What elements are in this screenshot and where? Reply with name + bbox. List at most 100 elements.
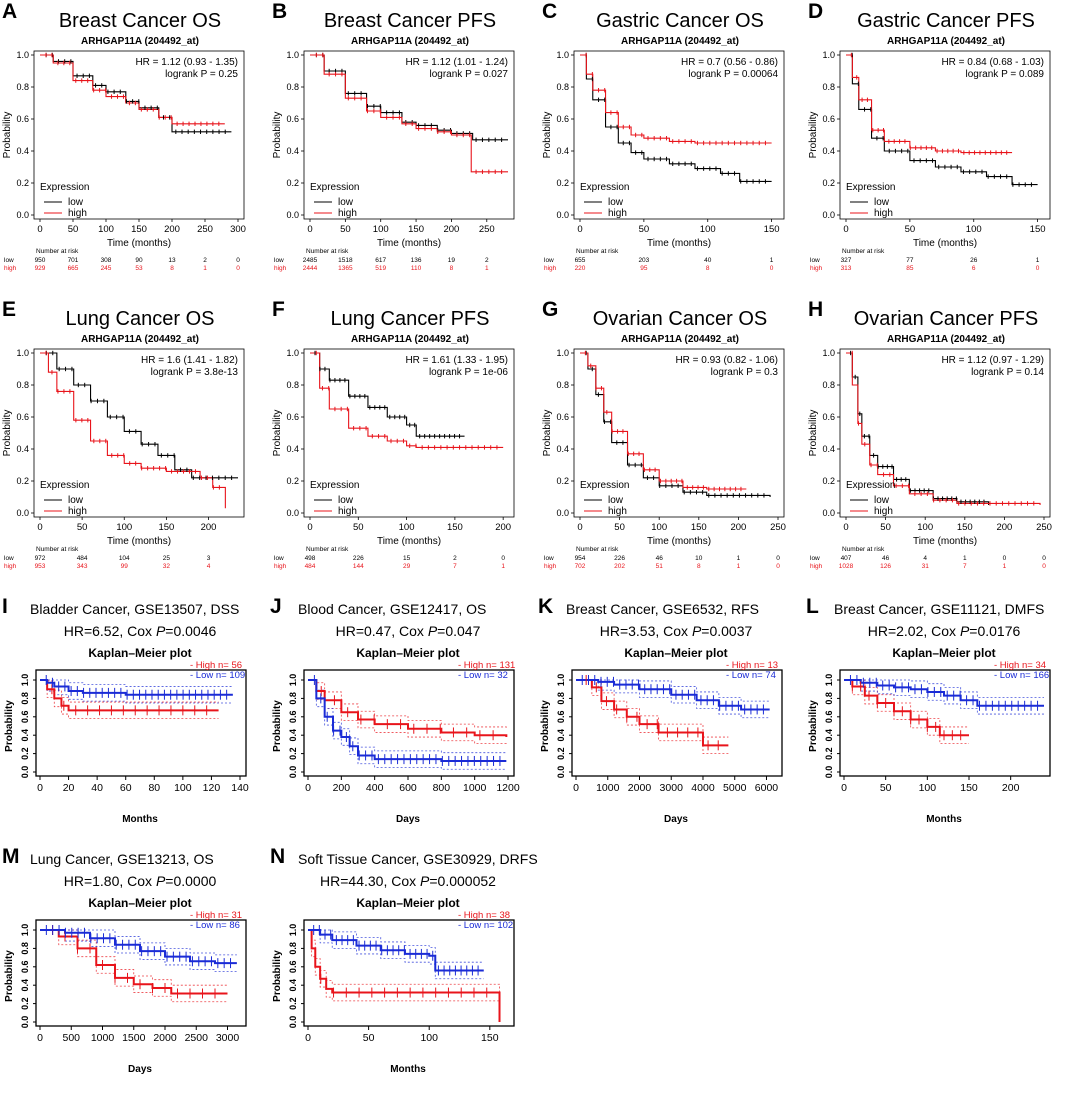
- x-axis-label: Time (months): [913, 238, 977, 249]
- risk-low-label: low: [544, 555, 554, 562]
- risk-high-value: 85: [906, 265, 914, 272]
- risk-low-label: low: [4, 257, 14, 264]
- chart-title: Breast Cancer, GSE6532, RFS: [566, 601, 759, 617]
- panel-letter: M: [2, 845, 20, 868]
- y-axis-label: Probability: [2, 410, 13, 457]
- risk-low-label: low: [544, 257, 554, 264]
- risk-high-value: 110: [411, 265, 422, 272]
- risk-low-value: 2: [485, 257, 489, 264]
- x-tick-label: 200: [164, 224, 180, 235]
- y-tick-label: 0.4: [20, 729, 30, 742]
- risk-low-value: 3: [207, 555, 211, 562]
- y-tick-label: 0.6: [20, 711, 30, 724]
- legend-high: - High n= 34: [994, 660, 1046, 671]
- x-tick-label: 150: [957, 522, 973, 533]
- legend-low: - Low n= 86: [190, 920, 240, 931]
- x-axis-label: Months: [122, 814, 158, 825]
- legend-high-label: high: [338, 506, 357, 517]
- legend-high-label: high: [874, 506, 893, 517]
- risk-high-value: 8: [170, 265, 174, 272]
- x-tick-label: 40: [91, 782, 103, 794]
- legend-low: - Low n= 102: [458, 920, 513, 931]
- x-tick-label: 150: [764, 224, 780, 235]
- logrank-text: logrank P = 3.8e-13: [151, 367, 239, 378]
- km-chart-svg: Lung Cancer, GSE13213, OS HR=1.80, Cox P=…: [4, 851, 247, 1075]
- legend-high-label: high: [68, 208, 87, 219]
- panel-letter: K: [538, 595, 554, 618]
- ci-band: [308, 679, 507, 729]
- low-curve: [576, 679, 770, 711]
- risk-high-value: 202: [614, 563, 625, 570]
- y-tick-label: 0.0: [16, 210, 29, 220]
- y-tick-label: 0.6: [16, 412, 29, 422]
- low-curve: [308, 929, 484, 972]
- risk-high-label: high: [544, 265, 557, 272]
- y-tick-label: 0.4: [16, 146, 29, 156]
- x-axis-label: Time (months): [377, 238, 441, 249]
- plot-frame: [303, 919, 515, 1027]
- high-curve: [310, 352, 504, 448]
- hr-cox-prefix: HR=3.53, Cox: [600, 623, 692, 639]
- y-tick-label: 0.8: [286, 380, 299, 390]
- risk-low-value: 950: [35, 257, 46, 264]
- risk-low-value: 25: [163, 555, 171, 562]
- risk-low-value: 1518: [338, 257, 353, 264]
- risk-high-value: 665: [68, 265, 79, 272]
- cox-p-letter: P: [156, 873, 166, 889]
- y-tick-label: 0.2: [16, 476, 29, 486]
- km-chart-svg: Lung Cancer PFS ARHGAP11A (204492_at) 0.0 0…: [272, 308, 515, 570]
- ci-band: [308, 929, 500, 1022]
- legend-low: - Low n= 32: [458, 670, 508, 681]
- x-tick-label: 20: [63, 782, 75, 794]
- number-at-risk-label: Number at risk: [576, 546, 619, 553]
- low-curve: [40, 679, 233, 696]
- cox-p-value: =0.000052: [429, 873, 496, 889]
- plot-title: Kaplan–Meier plot: [356, 646, 459, 660]
- x-tick-label: 50: [363, 1032, 375, 1044]
- y-tick-label: 0.2: [16, 178, 29, 188]
- km-chart-svg: Soft Tissue Cancer, GSE30929, DRFS HR=44.…: [272, 851, 538, 1075]
- hr-cox-prefix: HR=1.80, Cox: [64, 873, 156, 889]
- y-tick-label: 0.6: [556, 412, 569, 422]
- km-panel-d: D Gastric Cancer PFS ARHGAP11A (204492_at)…: [806, 0, 1070, 290]
- plot-frame: [303, 669, 515, 777]
- risk-high-value: 32: [163, 563, 171, 570]
- number-at-risk-label: Number at risk: [36, 546, 79, 553]
- km-chart-svg: Gastric Cancer PFS ARHGAP11A (204492_at) 0…: [808, 10, 1051, 272]
- risk-high-value: 0: [1036, 265, 1040, 272]
- risk-high-value: 1: [1003, 563, 1007, 570]
- risk-low-value: 972: [35, 555, 46, 562]
- y-axis-label: Probability: [4, 950, 15, 1002]
- x-tick-label: 0: [37, 224, 42, 235]
- ci-band: [40, 679, 233, 687]
- number-at-risk-label: Number at risk: [842, 546, 885, 553]
- legend-high-label: high: [608, 208, 627, 219]
- hr-cox-text: HR=6.52, Cox P=0.0046: [64, 623, 217, 639]
- y-tick-label: 0.2: [822, 476, 835, 486]
- hr-cox-text: HR=44.30, Cox P=0.000052: [320, 873, 496, 889]
- cox-p-letter: P: [692, 623, 702, 639]
- y-tick-label: 0.2: [556, 178, 569, 188]
- x-tick-label: 500: [62, 1032, 80, 1044]
- risk-low-value: 26: [970, 257, 978, 264]
- probe-label: ARHGAP11A (204492_at): [81, 334, 199, 345]
- risk-low-value: 226: [614, 555, 625, 562]
- y-axis-label: Probability: [4, 700, 15, 752]
- risk-low-value: 327: [841, 257, 852, 264]
- risk-high-value: 313: [841, 265, 852, 272]
- low-curve: [308, 679, 507, 762]
- ci-band: [40, 679, 219, 720]
- cox-p-value: =0.0176: [969, 623, 1020, 639]
- x-axis-label: Months: [926, 814, 962, 825]
- plot-frame: [573, 348, 785, 518]
- y-tick-label: 1.0: [16, 50, 29, 60]
- risk-low-value: 498: [305, 555, 316, 562]
- plot-frame: [839, 50, 1051, 220]
- chart-title: Gastric Cancer PFS: [857, 10, 1035, 32]
- km-panel-a: A Breast Cancer OS ARHGAP11A (204492_at) 0.…: [0, 0, 264, 290]
- y-tick-label: 0.6: [20, 961, 30, 974]
- km-panel-n: N Soft Tissue Cancer, GSE30929, DRFS HR=44…: [268, 845, 538, 1095]
- y-tick-label: 0.2: [288, 997, 298, 1010]
- x-axis-label: Months: [390, 1064, 426, 1075]
- y-tick-label: 0.8: [286, 82, 299, 92]
